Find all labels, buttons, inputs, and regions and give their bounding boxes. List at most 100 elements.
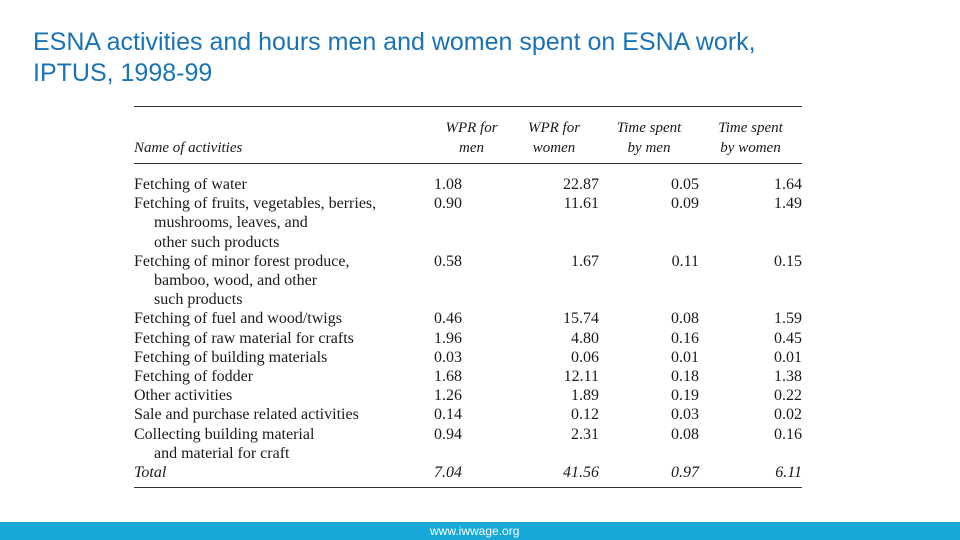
activity-name-cell: Fetching of fruits, vegetables, berries,… [134,194,434,252]
value-cell-wpr-men: 0.46 [434,310,462,328]
value-cell-time-women: 0.01 [774,348,802,366]
slide-title: ESNA activities and hours men and women … [33,28,756,87]
value-cell-wpr-men: 1.08 [434,176,462,193]
value-cell-time-women: 0.22 [774,387,802,405]
activity-name-line: Fetching of fodder [134,368,254,386]
value-cell-wpr-women: 0.12 [571,406,599,424]
value-cell-time-men: 0.03 [671,406,699,424]
table-header-rule [134,163,802,164]
value-cell-wpr-women: 2.31 [571,425,599,443]
value-cell-time-men: 0.18 [671,368,699,386]
total-cell-time-men: 0.97 [671,464,699,482]
footer-url: www.iwwage.org [430,524,520,538]
header-wpr-women-line2: women [532,139,576,156]
activity-name-line: Fetching of minor forest produce, [134,252,350,270]
total-cell-time-women: 6.11 [775,464,802,482]
header-row: Name of activities WPR for men WPR for w… [134,107,802,158]
table-row: Collecting building material and material… [134,425,802,463]
value-cell-wpr-men: 1.68 [434,368,462,386]
table-row: Fetching of fruits, vegetables, berries,… [134,194,802,252]
value-cell-wpr-women: 15.74 [563,310,599,328]
header-wpr-women-line1: WPR for [527,120,581,136]
table-row: Fetching of fodder 1.68 12.11 0.18 1.38 [134,367,802,386]
value-cell-time-men: 0.01 [671,348,699,366]
table-row: Sale and purchase related activities 0.14… [134,405,802,424]
value-cell-time-men: 0.16 [671,329,699,347]
activity-name-line: Fetching of raw material for crafts [134,329,354,347]
value-cell-wpr-women: 22.87 [563,176,599,193]
value-cell-time-men: 0.11 [671,252,699,270]
activity-name-line: bamboo, wood, and other [154,272,318,290]
header-time-men-line1: Time spent [616,120,682,136]
value-cell-time-women: 1.49 [774,195,802,213]
activity-name-line: mushrooms, leaves, and [154,214,308,232]
activity-name-cell: Fetching of building materials [134,348,434,367]
value-cell-wpr-men: 1.26 [434,387,462,405]
table-row: Fetching of water 1.08 22.87 0.05 1.64 [134,164,802,194]
table-row: Other activities 1.26 1.89 0.19 0.22 [134,386,802,405]
value-cell-wpr-women: 11.61 [563,195,599,213]
value-cell-wpr-men: 0.03 [434,348,462,366]
activity-name-line: Fetching of water [134,176,247,193]
total-row: Total 7.04 41.56 0.97 6.11 [134,463,802,482]
table-row: Fetching of minor forest produce, bamboo,… [134,252,802,310]
value-cell-time-men: 0.08 [671,425,699,443]
table-top-rule [134,106,802,107]
header-wpr-men: WPR for men [434,107,509,158]
header-time-men: Time spent by men [599,107,699,158]
table-row: Fetching of raw material for crafts 1.96 4… [134,329,802,348]
value-cell-wpr-women: 1.67 [571,252,599,270]
footer-bar: www.iwwage.org [0,522,960,540]
activity-name-cell: Collecting building material and material… [134,425,434,463]
activity-name-line: Sale and purchase related activities [134,406,359,424]
value-cell-time-women: 0.02 [774,406,802,424]
value-cell-wpr-women: 0.06 [571,348,599,366]
value-cell-time-women: 0.45 [774,329,802,347]
activity-name-line: Fetching of fuel and wood/twigs [134,310,342,328]
table-row: Fetching of fuel and wood/twigs 0.46 15.74… [134,309,802,328]
activity-name-cell: Fetching of raw material for crafts [134,329,434,348]
activity-name-line: such products [154,291,243,309]
header-time-men-line2: by men [627,139,671,156]
total-cell-wpr-men: 7.04 [434,464,462,482]
activity-name-line: Other activities [134,387,233,405]
activity-name-line: Collecting building material [134,425,315,443]
value-cell-wpr-men: 0.94 [434,425,462,443]
header-time-women: Time spent by women [699,107,802,158]
activities-table: Name of activities WPR for men WPR for w… [134,107,802,482]
header-wpr-men-line2: men [459,139,484,156]
activity-name-cell: Other activities [134,386,434,405]
value-cell-wpr-men: 0.58 [434,252,462,270]
value-cell-wpr-men: 0.14 [434,406,462,424]
activity-name-line: Fetching of building materials [134,348,328,366]
total-label: Total [134,464,167,482]
total-cell-wpr-women: 41.56 [563,464,599,482]
activity-name-cell: Fetching of fuel and wood/twigs [134,309,434,328]
value-cell-time-men: 0.09 [671,195,699,213]
value-cell-wpr-women: 1.89 [571,387,599,405]
value-cell-time-men: 0.05 [671,176,699,193]
activity-name-cell: Fetching of water [134,164,434,194]
activity-name-line: Fetching of fruits, vegetables, berries, [134,195,377,213]
header-time-women-line2: by women [720,139,781,156]
value-cell-time-men: 0.19 [671,387,699,405]
value-cell-time-women: 0.16 [774,425,802,443]
value-cell-time-women: 0.15 [774,252,802,270]
value-cell-time-women: 1.38 [774,368,802,386]
value-cell-wpr-men: 0.90 [434,195,462,213]
header-wpr-men-line1: WPR for [445,120,498,136]
value-cell-time-men: 0.08 [671,310,699,328]
activities-table-container: Name of activities WPR for men WPR for w… [134,106,802,489]
header-wpr-women: WPR for women [509,107,599,158]
activity-name-line: and material for craft [154,444,290,462]
activity-name-line: other such products [154,233,280,251]
activity-name-cell: Fetching of minor forest produce, bamboo,… [134,252,434,310]
activity-name-cell: Fetching of fodder [134,367,434,386]
table-body: Fetching of water 1.08 22.87 0.05 1.64 Fetchi… [134,164,802,482]
table-header: Name of activities WPR for men WPR for w… [134,107,802,164]
value-cell-wpr-men: 1.96 [434,329,462,347]
table-bottom-rule [134,487,802,489]
value-cell-wpr-women: 4.80 [571,329,599,347]
activity-name-cell: Sale and purchase related activities [134,405,434,424]
value-cell-time-women: 1.59 [774,310,802,328]
